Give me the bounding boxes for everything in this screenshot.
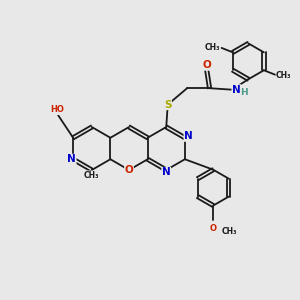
Text: CH₃: CH₃ <box>222 227 237 236</box>
Text: HO: HO <box>50 106 64 115</box>
Text: N: N <box>67 154 76 164</box>
Text: N: N <box>184 131 193 141</box>
Text: N: N <box>232 85 241 95</box>
Text: S: S <box>164 100 172 110</box>
Text: O: O <box>210 224 217 233</box>
Text: N: N <box>162 167 171 177</box>
Text: CH₃: CH₃ <box>205 43 220 52</box>
Text: CH₃: CH₃ <box>276 71 291 80</box>
Text: O: O <box>124 165 134 175</box>
Text: O: O <box>202 60 211 70</box>
Text: CH₃: CH₃ <box>84 171 100 180</box>
Text: H: H <box>240 88 248 97</box>
